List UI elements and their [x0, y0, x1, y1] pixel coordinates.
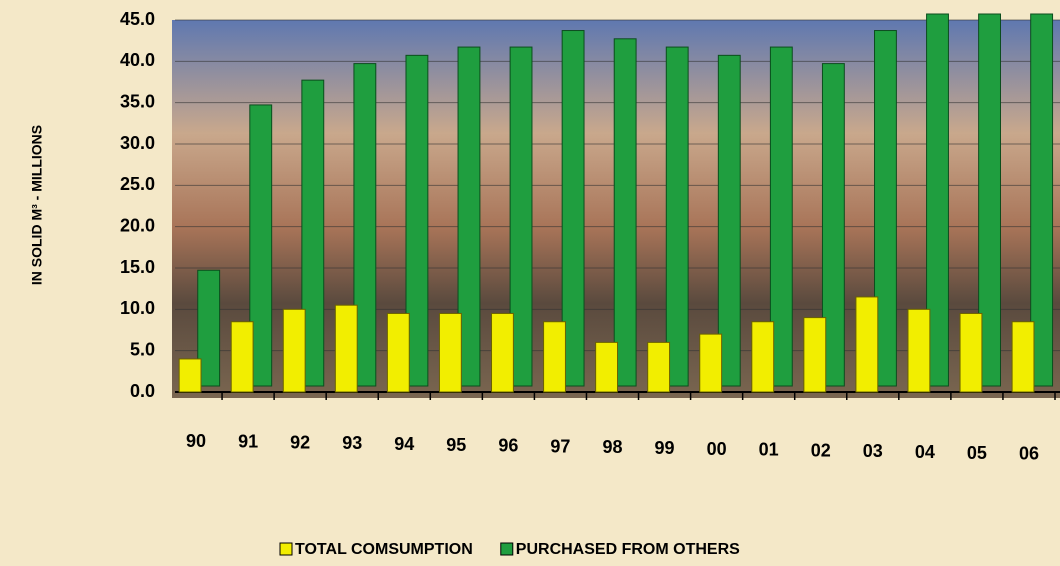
x-tick-label: 02 — [811, 440, 831, 460]
x-tick-label: 03 — [863, 441, 883, 461]
bar — [1030, 13, 1054, 387]
bar — [178, 358, 202, 393]
y-axis-label: IN SOLID M³ - MILLIONS — [29, 125, 45, 285]
x-tick-label: 92 — [290, 432, 310, 452]
bar — [386, 312, 410, 393]
bar — [769, 46, 793, 387]
bar — [926, 13, 949, 387]
legend-label: PURCHASED FROM OTHERS — [516, 541, 740, 558]
bar — [491, 312, 514, 393]
bar — [959, 312, 983, 393]
y-tick-label: 20.0 — [120, 215, 155, 235]
bar — [751, 321, 775, 393]
bar — [509, 46, 533, 387]
x-tick-label: 91 — [238, 432, 258, 452]
x-tick-label: 01 — [759, 440, 779, 460]
bar — [1011, 321, 1035, 393]
bar — [230, 321, 254, 393]
y-tick-label: 15.0 — [120, 257, 155, 277]
bar — [907, 308, 931, 393]
x-tick-label: 99 — [655, 438, 675, 458]
y-tick-label: 40.0 — [120, 50, 155, 70]
y-tick-label: 35.0 — [120, 91, 155, 111]
x-tick-label: 06 — [1019, 444, 1039, 464]
bar — [197, 269, 221, 387]
bar — [647, 341, 671, 393]
bar — [353, 63, 377, 387]
x-tick-label: 05 — [967, 443, 987, 463]
x-tick-label: 04 — [915, 442, 935, 462]
x-tick-label: 93 — [342, 433, 362, 453]
x-tick-label: 98 — [602, 437, 622, 457]
bar — [978, 13, 1001, 387]
y-tick-label: 45.0 — [120, 9, 155, 29]
bar — [665, 46, 689, 387]
bar — [874, 30, 897, 387]
bar — [282, 308, 306, 393]
y-tick-label: 0.0 — [130, 381, 155, 401]
bar — [717, 54, 741, 387]
bar — [405, 54, 429, 387]
x-tick-label: 94 — [394, 434, 414, 454]
bar — [595, 341, 619, 393]
y-tick-label: 10.0 — [120, 298, 155, 318]
legend-label: TOTAL COMSUMPTION — [295, 541, 473, 558]
y-tick-label: 5.0 — [130, 339, 155, 359]
y-tick-label: 25.0 — [120, 174, 155, 194]
bar — [803, 317, 827, 393]
bar — [301, 79, 325, 387]
bar — [334, 304, 358, 393]
bar — [699, 333, 723, 393]
bar — [821, 63, 845, 387]
x-tick-label: 90 — [186, 431, 206, 451]
x-tick-label: 97 — [550, 436, 570, 456]
bar — [561, 30, 585, 387]
bar — [249, 104, 273, 387]
bar — [457, 46, 481, 387]
bar — [613, 38, 637, 387]
legend-swatch — [279, 542, 293, 556]
x-tick-label: 95 — [446, 435, 466, 455]
y-tick-label: 30.0 — [120, 133, 155, 153]
x-tick-label: 96 — [498, 436, 518, 456]
x-tick-label: 00 — [707, 439, 727, 459]
bar — [438, 312, 462, 393]
bar — [855, 296, 879, 393]
legend-swatch — [500, 542, 514, 556]
bar — [543, 321, 566, 393]
